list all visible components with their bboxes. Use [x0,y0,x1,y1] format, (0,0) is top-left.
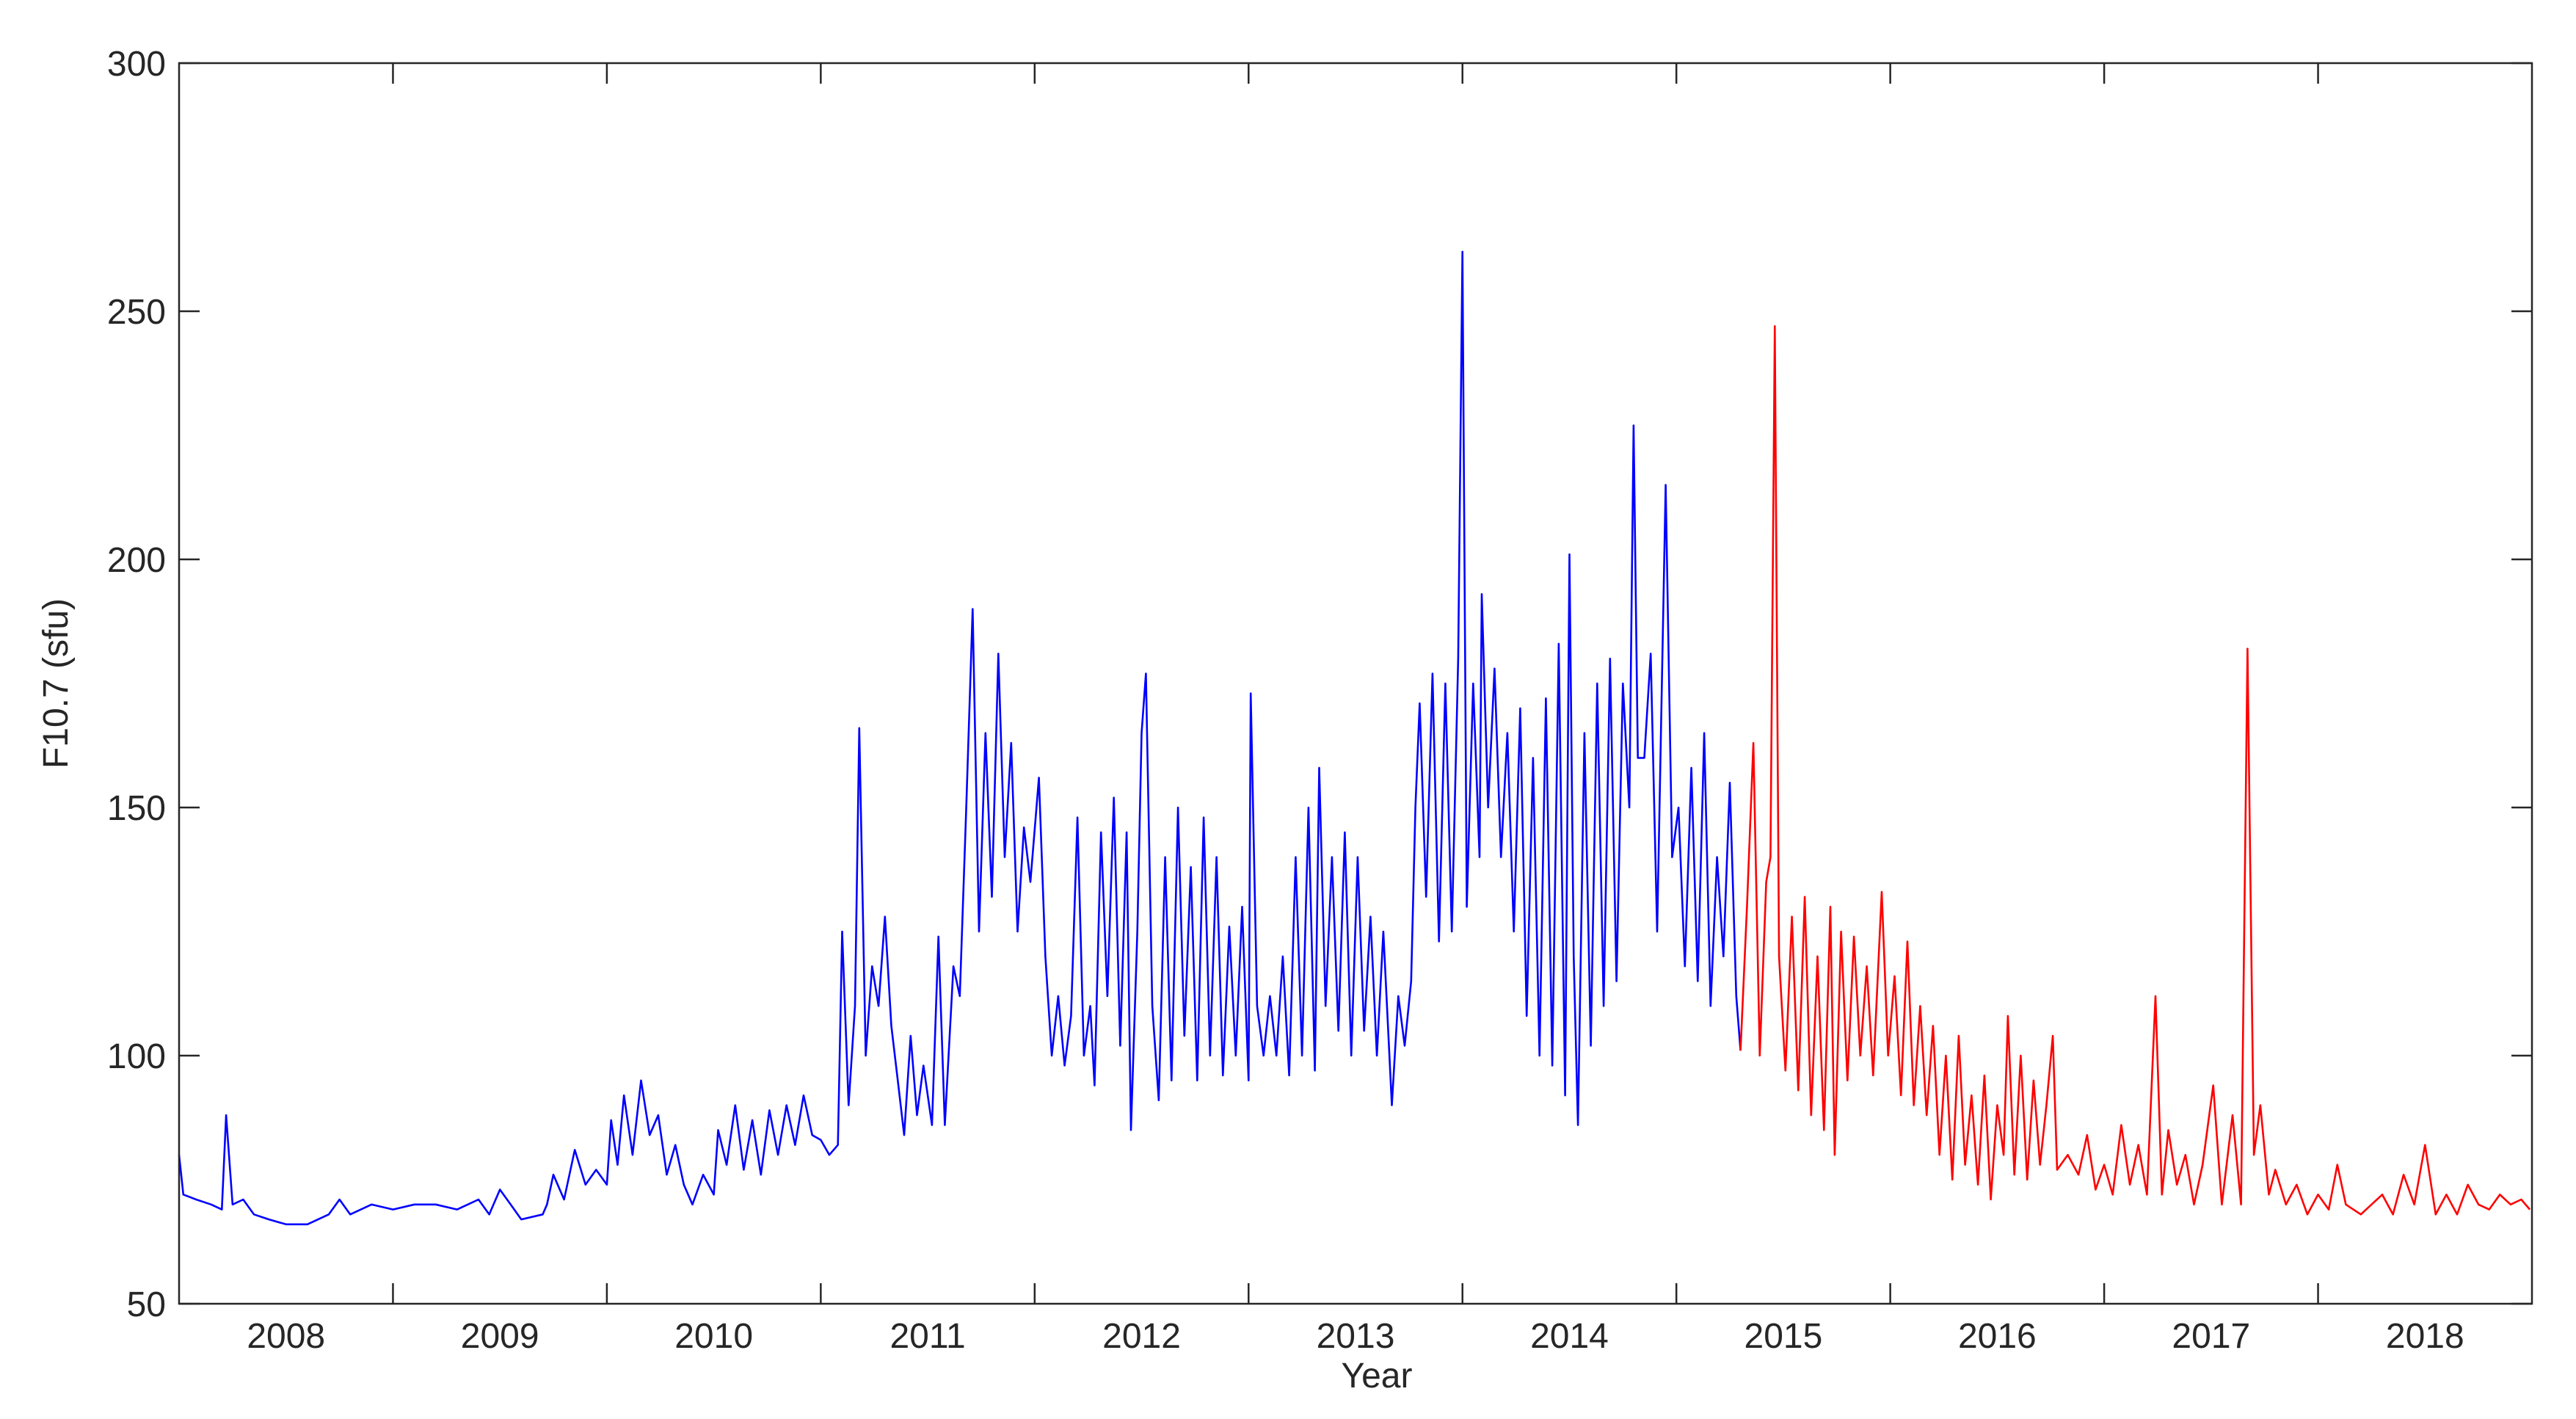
x-tick-label: 2012 [1102,1317,1181,1356]
x-tick-label: 2010 [674,1317,753,1356]
x-tick-label: 2017 [2172,1317,2250,1356]
x-tick-label: 2008 [247,1317,325,1356]
data-line [178,250,1742,1226]
y-axis-label: F10.7 (sfu) [37,598,76,769]
x-axis-label: Year [1342,1357,1413,1396]
y-tick-label: 150 [107,789,166,828]
x-tick-label: 2011 [889,1317,965,1356]
y-tick-label: 200 [107,541,166,580]
y-tick-label: 50 [127,1285,166,1324]
x-tick-label: 2014 [1530,1317,1609,1356]
plot-frame [178,62,2533,1305]
x-tick-label: 2015 [1744,1317,1823,1356]
y-tick-label: 300 [107,45,166,84]
data-line [1739,325,2531,1216]
x-tick-label: 2016 [1958,1317,2037,1356]
x-tick-label: 2009 [461,1317,539,1356]
x-tick-label: 2018 [2386,1317,2464,1356]
x-tick-label: 2013 [1317,1317,1395,1356]
y-tick-label: 250 [107,293,166,332]
y-tick-label: 100 [107,1037,166,1076]
